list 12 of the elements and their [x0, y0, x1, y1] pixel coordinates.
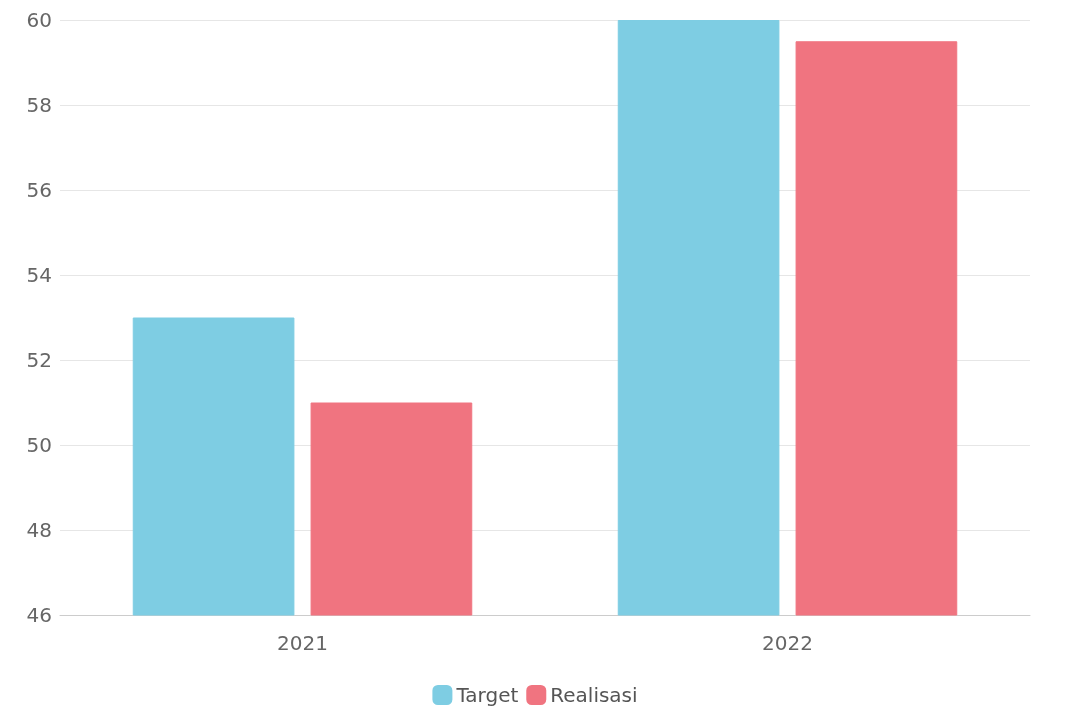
legend-label: Target	[455, 683, 519, 707]
y-tick-label: 58	[26, 93, 52, 117]
y-tick-label: 48	[26, 518, 52, 542]
y-tick-label: 50	[26, 433, 52, 457]
x-tick-label: 2022	[762, 631, 813, 655]
y-tick-label: 52	[26, 348, 52, 372]
y-tick-label: 60	[26, 8, 52, 32]
y-tick-label: 46	[26, 603, 52, 627]
y-tick-label: 54	[26, 263, 52, 287]
x-tick-label: 2021	[277, 631, 328, 655]
legend-label: Realisasi	[550, 683, 638, 707]
y-tick-label: 56	[26, 178, 52, 202]
